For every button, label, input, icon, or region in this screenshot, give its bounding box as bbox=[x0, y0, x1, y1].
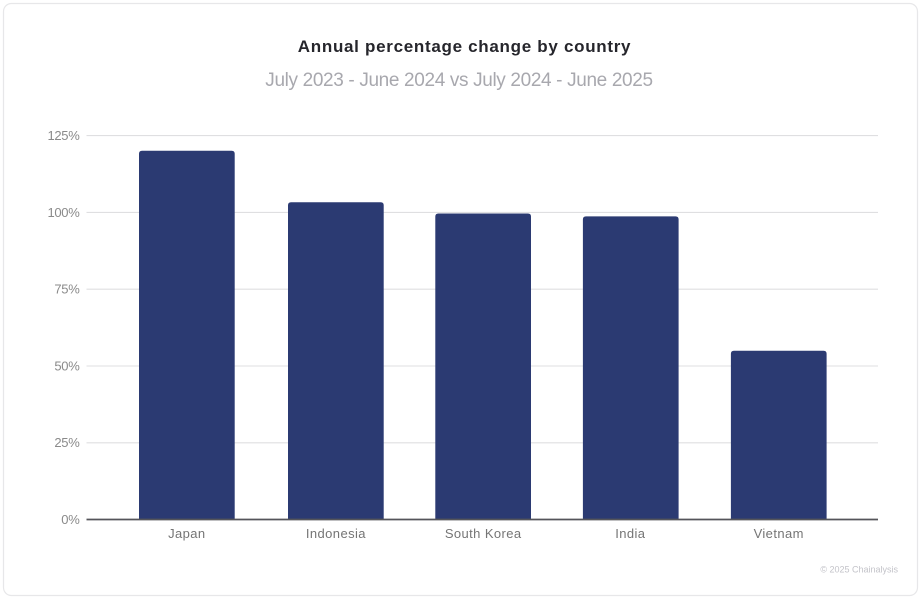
svg-text:Annual percentage change by co: Annual percentage change by country bbox=[298, 37, 631, 56]
svg-text:Japan: Japan bbox=[168, 526, 205, 541]
svg-text:0%: 0% bbox=[61, 512, 80, 527]
svg-text:July 2023 - June 2024 vs July: July 2023 - June 2024 vs July 2024 - Jun… bbox=[265, 70, 652, 91]
svg-text:India: India bbox=[615, 526, 646, 541]
svg-text:25%: 25% bbox=[54, 435, 80, 450]
svg-text:100%: 100% bbox=[47, 205, 80, 220]
svg-text:Indonesia: Indonesia bbox=[306, 526, 366, 541]
svg-text:75%: 75% bbox=[54, 282, 80, 297]
svg-text:Vietnam: Vietnam bbox=[754, 526, 804, 541]
svg-text:© 2025 Chainalysis: © 2025 Chainalysis bbox=[820, 565, 898, 575]
svg-text:South Korea: South Korea bbox=[445, 526, 522, 541]
svg-text:125%: 125% bbox=[47, 128, 80, 143]
svg-text:50%: 50% bbox=[54, 358, 80, 373]
